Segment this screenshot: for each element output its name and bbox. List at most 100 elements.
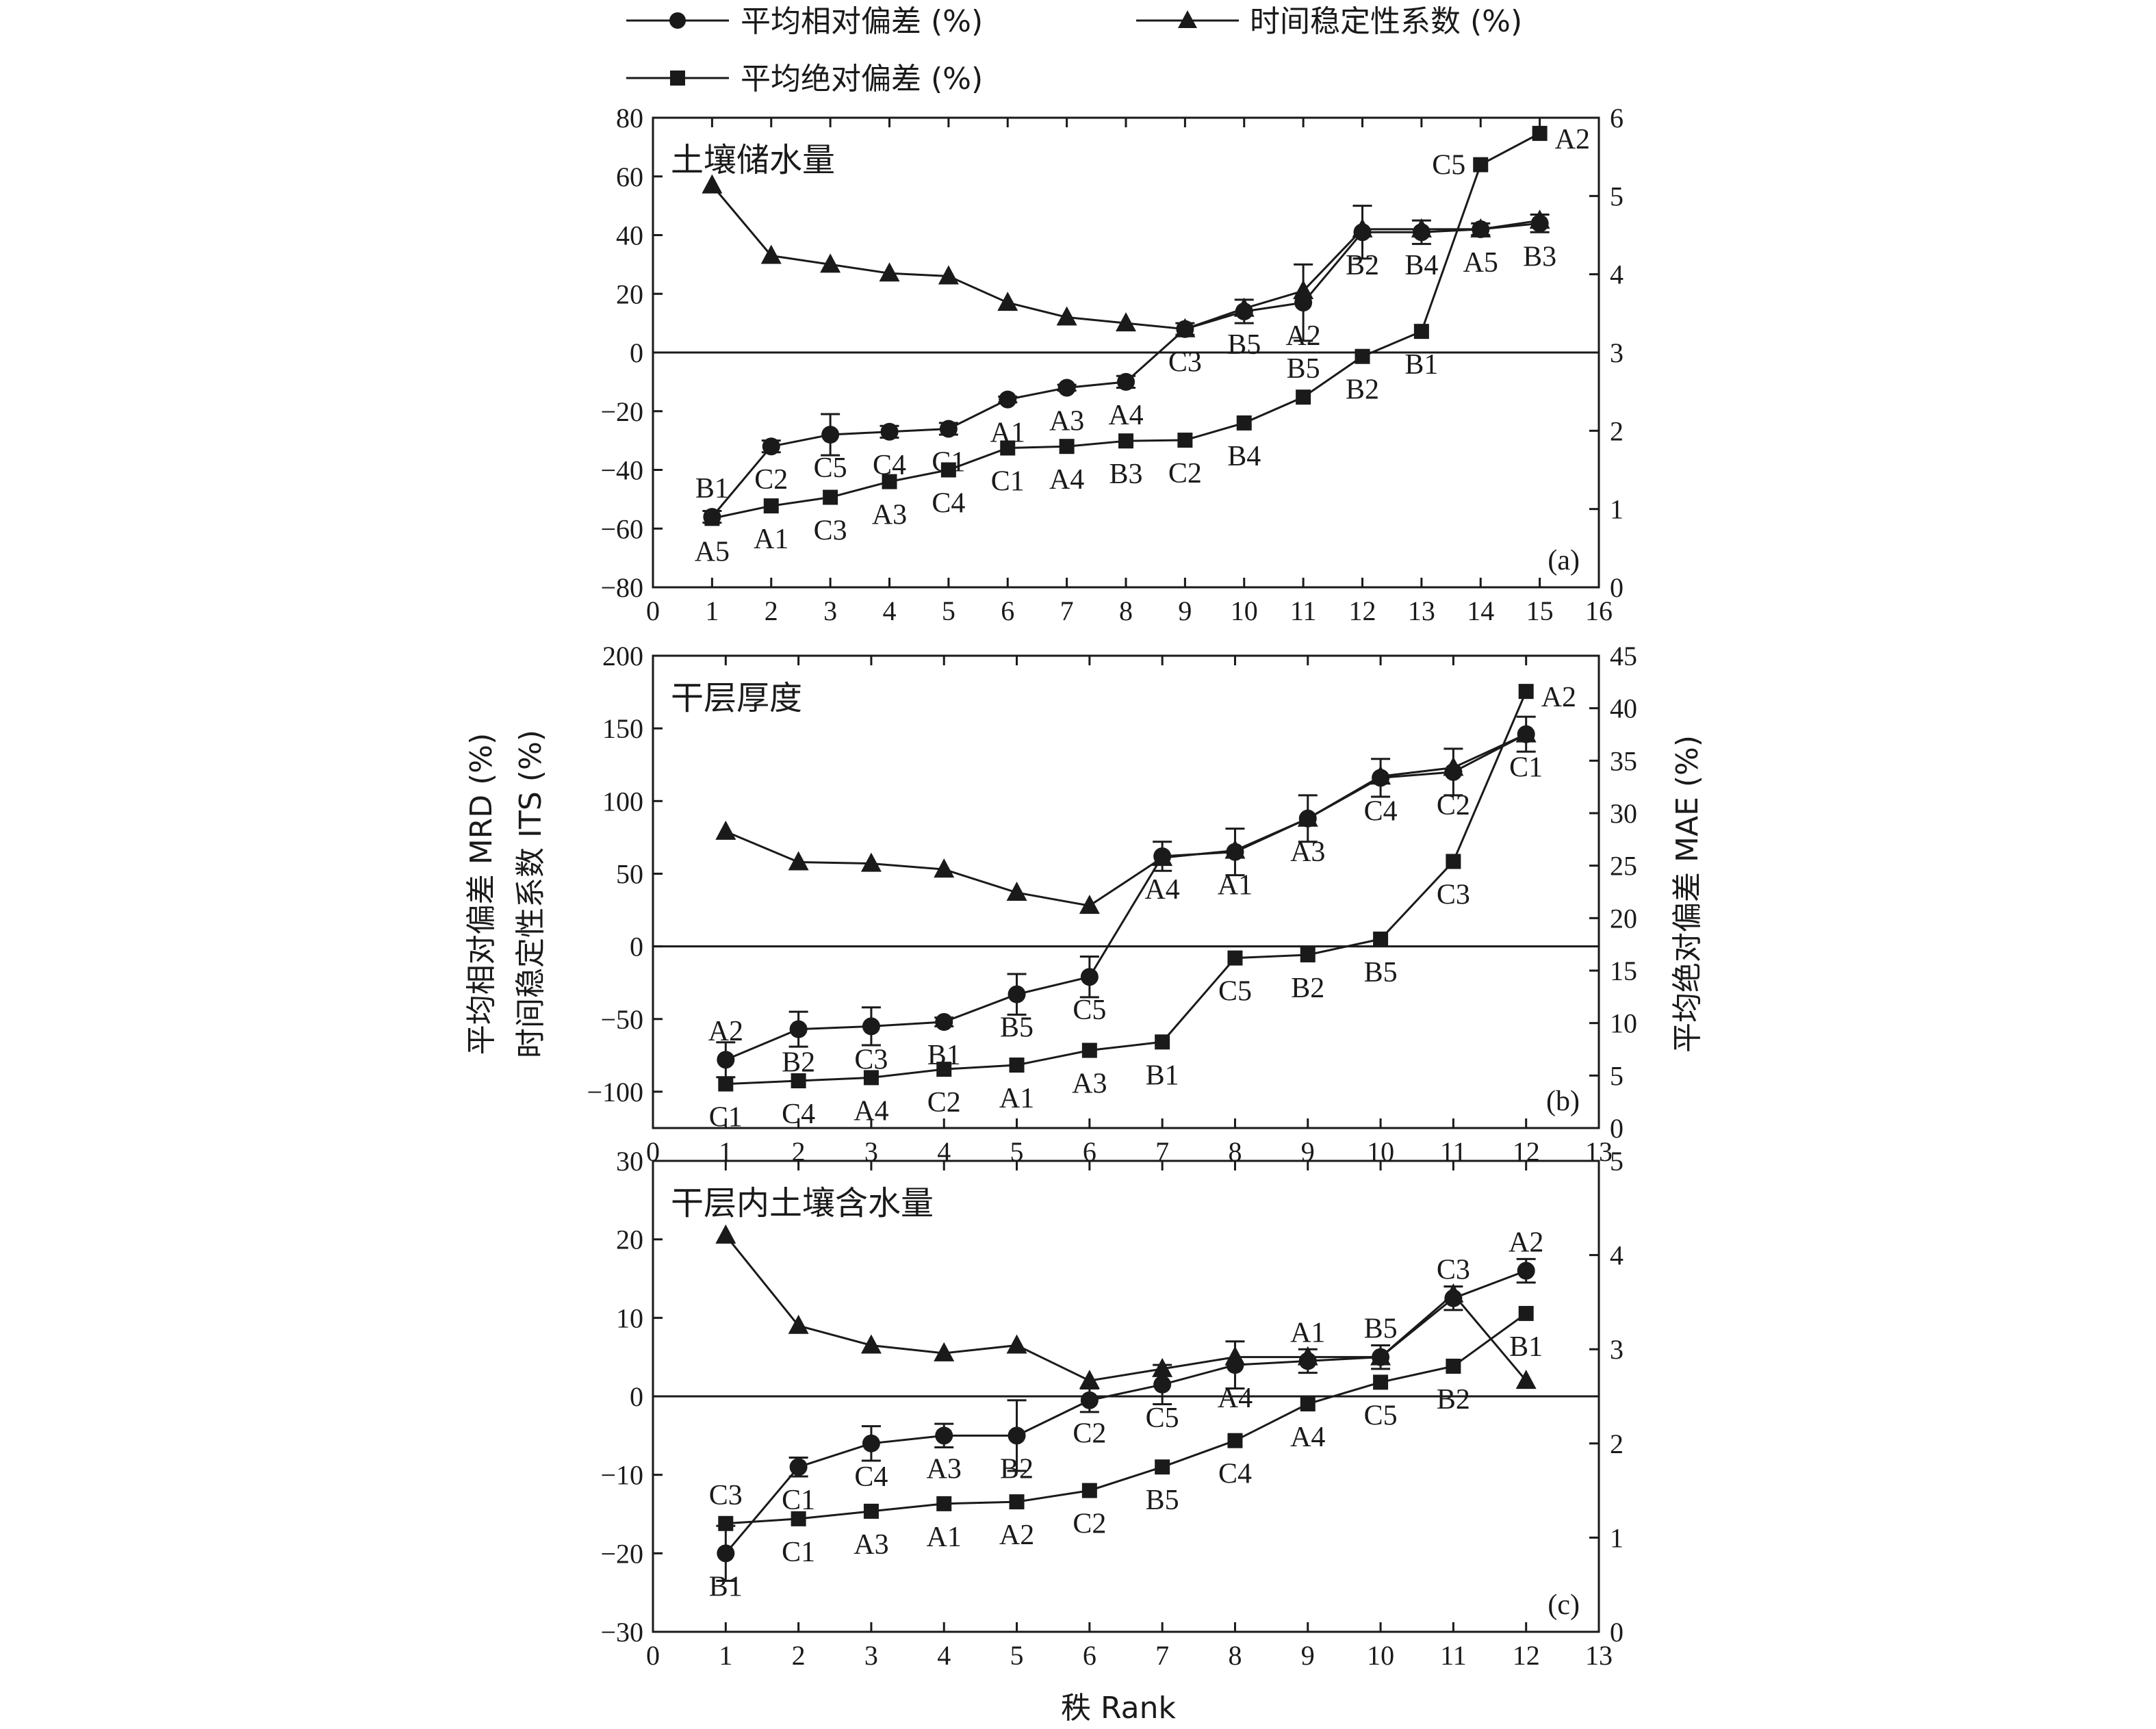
data-label: C1 xyxy=(782,1485,815,1516)
data-point-square xyxy=(1236,415,1252,431)
x-tick-label: 3 xyxy=(864,1136,878,1167)
data-label: B1 xyxy=(1146,1060,1179,1091)
y-tick-label-right: 25 xyxy=(1610,851,1637,882)
x-tick-label: 6 xyxy=(1001,595,1014,626)
data-point-triangle xyxy=(1152,847,1173,867)
y-tick-label-left: −100 xyxy=(587,1077,643,1107)
data-point-circle xyxy=(821,426,840,444)
data-point-square xyxy=(1518,1305,1534,1321)
data-label: C4 xyxy=(1218,1459,1252,1490)
data-point-square xyxy=(1081,1042,1097,1058)
data-point-square xyxy=(1059,439,1075,454)
y-tick-label-right: 3 xyxy=(1610,1334,1624,1365)
data-label: C2 xyxy=(754,464,788,496)
x-tick-label: 11 xyxy=(1290,595,1317,626)
data-label: C3 xyxy=(709,1480,743,1511)
data-point-triangle xyxy=(1297,807,1318,827)
data-label: B5 xyxy=(1227,329,1261,361)
data-label: B1 xyxy=(695,473,729,504)
x-tick-label: 1 xyxy=(719,1136,732,1167)
data-point-triangle xyxy=(1224,839,1246,859)
data-point-square xyxy=(1446,1358,1461,1374)
data-point-triangle xyxy=(879,262,900,282)
x-tick-label: 9 xyxy=(1301,1136,1315,1167)
data-label: A2 xyxy=(999,1520,1034,1551)
data-point-square xyxy=(863,1503,879,1519)
data-label: C5 xyxy=(1364,1400,1398,1431)
data-label: C4 xyxy=(932,488,965,520)
data-label: B1 xyxy=(709,1571,743,1602)
data-label: A2 xyxy=(1555,124,1590,155)
data-point-triangle xyxy=(1079,895,1100,914)
x-tick-label: 4 xyxy=(883,595,897,626)
x-tick-label: 7 xyxy=(1155,1136,1169,1167)
data-label: A3 xyxy=(1072,1068,1107,1100)
y-tick-label-right: 20 xyxy=(1610,903,1637,934)
data-label: B3 xyxy=(1523,241,1556,272)
data-label: B3 xyxy=(1109,459,1142,490)
data-label: A2 xyxy=(1541,682,1576,713)
x-tick-label: 5 xyxy=(1010,1640,1024,1671)
data-label: C3 xyxy=(1437,1255,1470,1286)
y-tick-label-left: −10 xyxy=(600,1460,643,1491)
data-label: C3 xyxy=(814,515,847,547)
legend-label-its: 时间稳定性系数 (%) xyxy=(1250,4,1522,39)
left-axis-label-its: 时间稳定性系数 ITS (%) xyxy=(513,730,548,1058)
x-tick-label: 3 xyxy=(823,595,837,626)
left-axis-label-mrd: 平均相对偏差 MRD (%) xyxy=(464,733,499,1055)
data-point-square xyxy=(1009,1058,1025,1073)
data-point-square xyxy=(863,1070,879,1086)
x-tick-label: 10 xyxy=(1231,595,1258,626)
x-tick-label: 15 xyxy=(1526,595,1554,626)
y-tick-label-left: 150 xyxy=(602,713,643,744)
data-point-triangle xyxy=(938,265,959,285)
x-tick-label: 0 xyxy=(646,595,660,626)
x-tick-label: 2 xyxy=(765,595,778,626)
series-line-triangle xyxy=(725,733,1527,907)
x-tick-label: 1 xyxy=(719,1640,732,1671)
data-label: C3 xyxy=(1168,347,1202,379)
data-point-circle xyxy=(717,1051,735,1069)
y-tick-label-right: 5 xyxy=(1610,1146,1624,1177)
y-tick-label-right: 1 xyxy=(1610,494,1624,525)
data-point-circle xyxy=(935,1426,953,1445)
y-tick-label-right: 30 xyxy=(1610,798,1637,829)
data-point-square xyxy=(1413,324,1429,340)
data-label: C5 xyxy=(1432,150,1465,181)
data-point-circle xyxy=(717,1544,735,1563)
data-label: A5 xyxy=(1463,247,1498,279)
y-tick-label-left: 20 xyxy=(616,1225,643,1255)
data-label: C2 xyxy=(1073,1509,1106,1540)
y-tick-label-right: 40 xyxy=(1610,693,1637,724)
data-point-square xyxy=(1373,932,1389,947)
series-line-triangle xyxy=(725,1234,1527,1382)
data-point-square xyxy=(1227,950,1243,966)
y-tick-label-right: 5 xyxy=(1610,1060,1624,1091)
panel-tag: (a) xyxy=(1548,545,1580,576)
data-point-square xyxy=(1532,125,1548,141)
y-tick-label-right: 1 xyxy=(1610,1522,1624,1553)
x-tick-label: 11 xyxy=(1440,1640,1467,1671)
data-point-square xyxy=(1355,348,1370,364)
x-tick-label: 6 xyxy=(1083,1640,1096,1671)
data-point-square xyxy=(1227,1433,1243,1448)
legend-label-mae: 平均绝对偏差 (%) xyxy=(741,62,983,97)
data-point-circle xyxy=(762,437,780,456)
data-point-square xyxy=(940,462,956,478)
data-label: B1 xyxy=(1404,349,1438,381)
data-label: C5 xyxy=(1218,976,1252,1008)
data-label: C4 xyxy=(1364,795,1398,827)
legend-square-marker xyxy=(670,71,685,86)
data-point-square xyxy=(936,1062,952,1077)
data-label: C2 xyxy=(1437,790,1470,821)
series-square: C1 C4 A4 C2 A1 A3 B1 C5 B2 B5 C3 A2 xyxy=(709,682,1576,1133)
data-point-triangle xyxy=(715,1224,736,1244)
y-tick-label-right: 3 xyxy=(1610,337,1624,368)
legend-entry-its: 时间稳定性系数 (%) xyxy=(1136,4,1522,39)
legend-entry-mae: 平均绝对偏差 (%) xyxy=(626,62,983,97)
y-tick-label-left: 50 xyxy=(616,858,643,889)
x-tick-label: 12 xyxy=(1513,1640,1540,1671)
data-label: B4 xyxy=(1227,441,1261,472)
x-tick-label: 9 xyxy=(1301,1640,1315,1671)
panels: 0 1 2 3 4 5 6 7 8 9 10 11 12 13 14 15 16−80−60−40−200204… xyxy=(587,103,1637,1671)
